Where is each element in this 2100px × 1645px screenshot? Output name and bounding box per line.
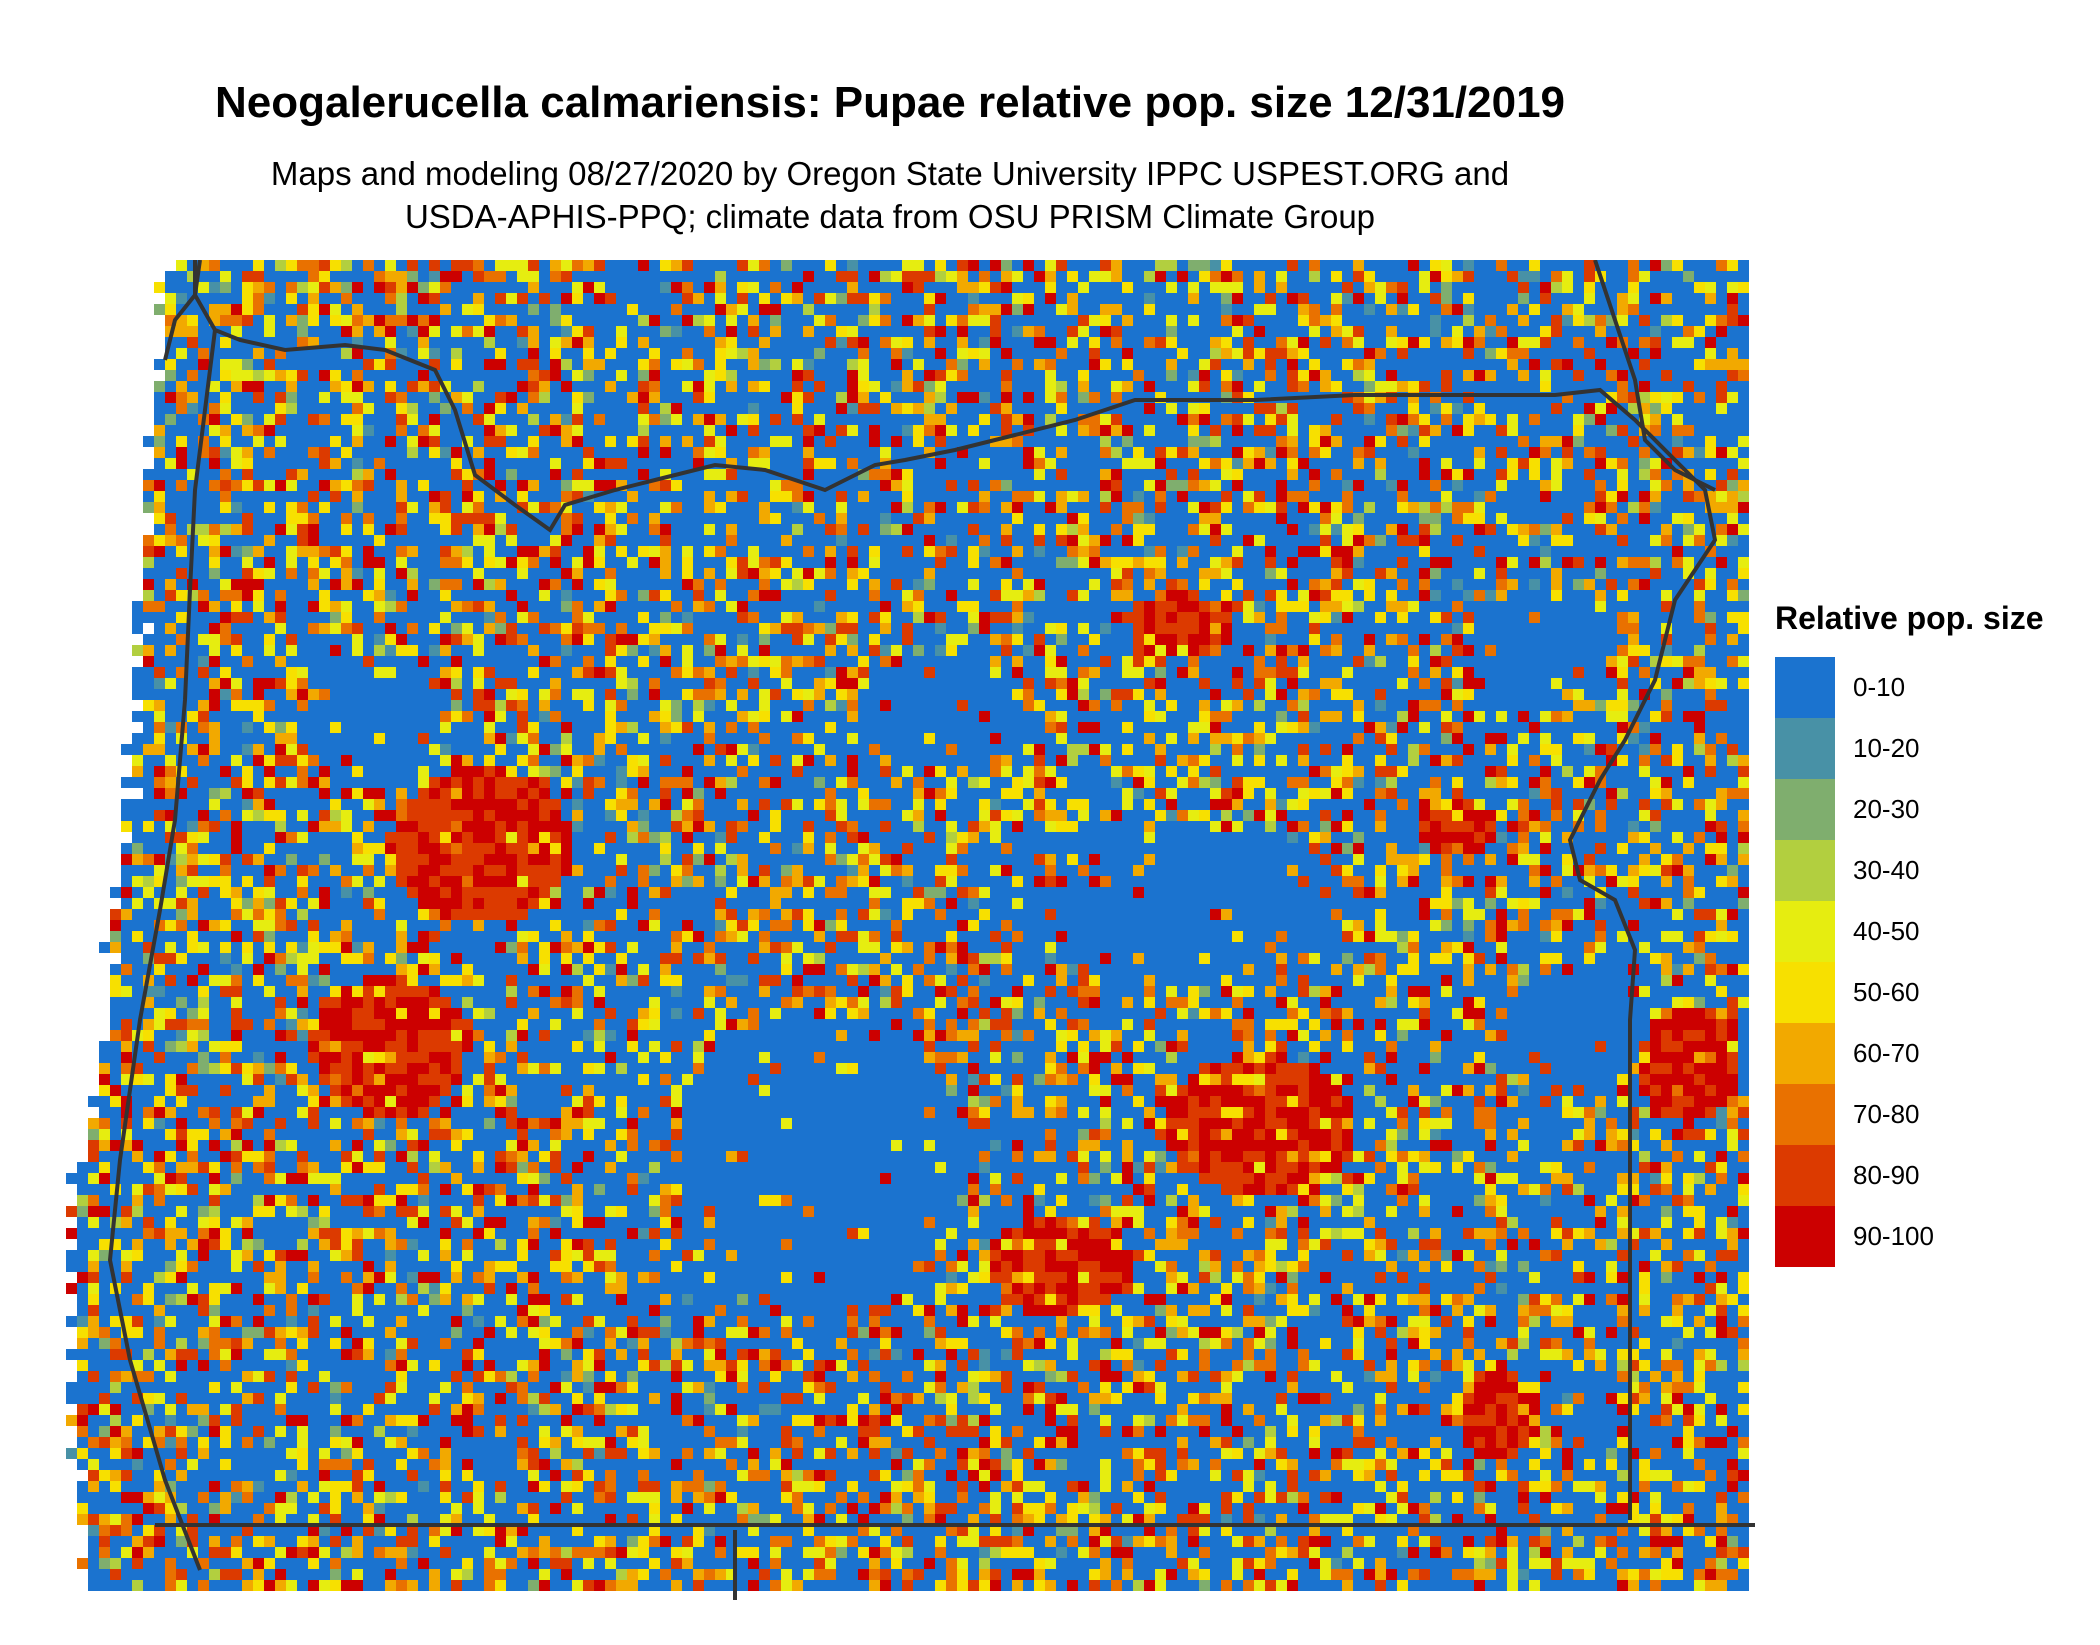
legend-label: 70-80 [1853, 1099, 1920, 1129]
boundary-line [163, 260, 197, 361]
boundary-line [1593, 260, 1716, 492]
legend-item: 90-100 [1775, 1206, 2085, 1267]
raster-cells [66, 260, 1749, 1591]
legend-label: 60-70 [1853, 1038, 1920, 1068]
legend-item: 40-50 [1775, 901, 2085, 962]
legend-swatch [1775, 779, 1835, 840]
legend-item: 0-10 [1775, 657, 2085, 718]
legend-swatch [1775, 657, 1835, 718]
legend-item: 50-60 [1775, 962, 2085, 1023]
legend: Relative pop. size 0-10 10-20 20-30 30-40 40… [1775, 600, 2085, 1267]
legend-item: 60-70 [1775, 1023, 2085, 1084]
legend-swatch [1775, 901, 1835, 962]
map-title: Neogalerucella calmariensis: Pupae relat… [214, 78, 1566, 127]
oregon-population-map [66, 260, 1755, 1600]
legend-label: 50-60 [1853, 977, 1920, 1007]
legend-swatch [1775, 1023, 1835, 1084]
legend-label: 10-20 [1853, 733, 1920, 763]
boundary-line [107, 329, 217, 1571]
map-subtitle-line-1: Maps and modeling 08/27/2020 by Oregon S… [270, 155, 1510, 192]
legend-swatch [1775, 1084, 1835, 1145]
legend-item: 30-40 [1775, 840, 2085, 901]
legend-swatch [1775, 1145, 1835, 1206]
legend-swatch [1775, 718, 1835, 779]
boundary-line [192, 260, 1718, 1520]
boundary-lines [107, 260, 1755, 1600]
legend-swatch [1775, 1206, 1835, 1267]
map-subtitle-line-2: USDA-APHIS-PPQ; climate data from OSU PR… [404, 198, 1376, 235]
legend-swatch [1775, 840, 1835, 901]
legend-items: 0-10 10-20 20-30 30-40 40-50 50-60 60-70 70-80 8… [1775, 657, 2085, 1267]
legend-title: Relative pop. size [1775, 600, 2044, 636]
legend-label: 40-50 [1853, 916, 1920, 946]
legend-label: 90-100 [1853, 1221, 1934, 1251]
legend-label: 20-30 [1853, 794, 1920, 824]
legend-label: 80-90 [1853, 1160, 1920, 1190]
legend-item: 20-30 [1775, 779, 2085, 840]
legend-label: 0-10 [1853, 672, 1906, 702]
legend-swatch [1775, 962, 1835, 1023]
legend-label: 30-40 [1853, 855, 1920, 885]
legend-item: 80-90 [1775, 1145, 2085, 1206]
legend-item: 10-20 [1775, 718, 2085, 779]
legend-item: 70-80 [1775, 1084, 2085, 1145]
